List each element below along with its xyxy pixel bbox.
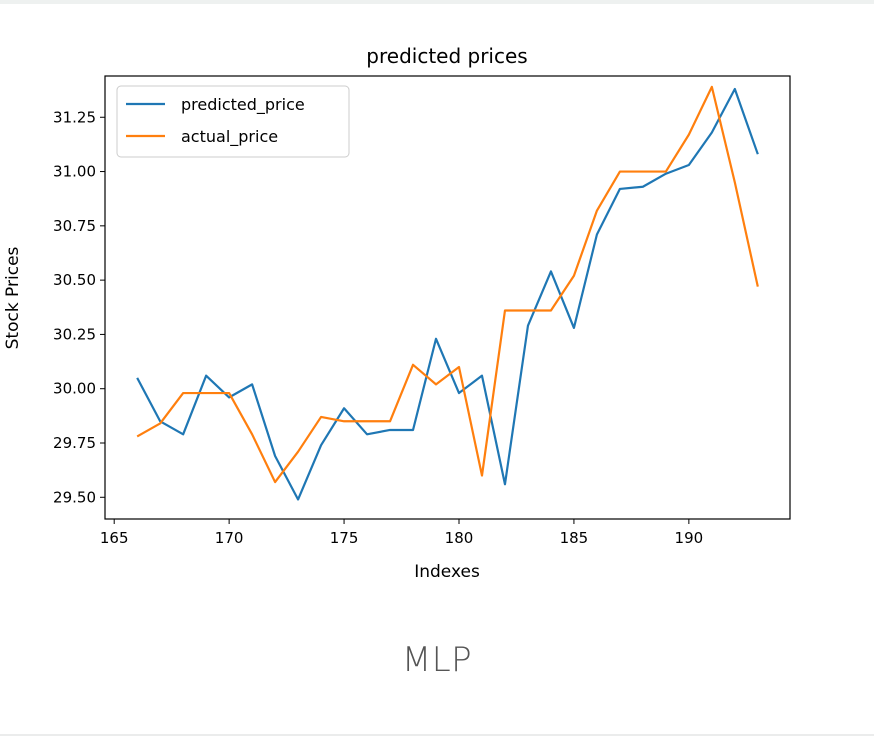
x-tick-label: 170 — [215, 529, 244, 547]
legend-label-predicted-price: predicted_price — [181, 95, 305, 115]
plot-area: 165 170 175 180 185 190 29.50 29.75 30.00 30.25 30… — [53, 75, 791, 547]
y-tick-label: 30.25 — [53, 325, 96, 343]
y-tick-label: 30.50 — [53, 271, 96, 289]
y-tick-label: 30.75 — [53, 217, 96, 235]
top-border-strip — [0, 0, 874, 4]
series-line-actual-price — [136, 85, 759, 484]
y-tick-label: 31.00 — [53, 163, 96, 181]
figure-caption: MLP — [401, 640, 473, 680]
x-tick-label: 165 — [100, 529, 129, 547]
x-tick-label: 180 — [445, 529, 474, 547]
y-tick-label: 31.25 — [53, 108, 96, 126]
chart-title: predicted prices — [366, 44, 527, 68]
plot-frame — [104, 75, 791, 520]
line-chart: predicted prices Indexes Stock Prices 16… — [3, 44, 791, 582]
x-tick-label: 190 — [675, 529, 704, 547]
y-tick-label: 30.00 — [53, 380, 96, 398]
legend-label-actual-price: actual_price — [181, 127, 278, 147]
series-line-predicted-price — [136, 87, 759, 501]
legend: predicted_price actual_price — [116, 85, 350, 158]
y-axis-label: Stock Prices — [3, 246, 23, 349]
y-tick-label: 29.75 — [53, 434, 96, 452]
x-tick-label: 175 — [330, 529, 359, 547]
legend-box — [116, 85, 350, 158]
y-tick-label: 29.50 — [53, 488, 96, 506]
bottom-divider — [0, 734, 874, 736]
x-tick-label: 185 — [560, 529, 589, 547]
x-axis-label: Indexes — [414, 562, 480, 582]
